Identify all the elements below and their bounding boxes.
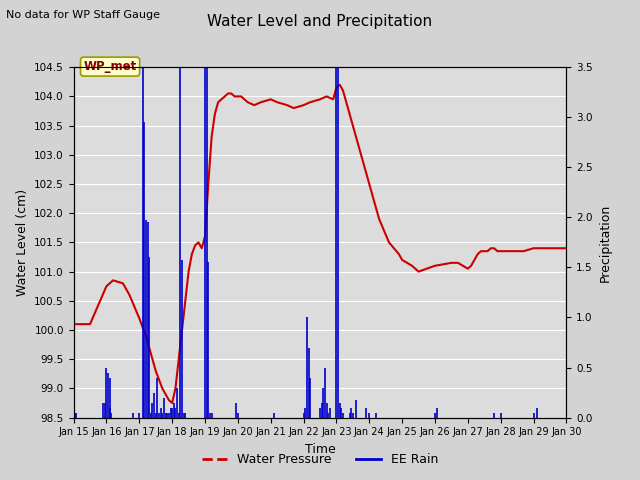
Text: Water Level and Precipitation: Water Level and Precipitation	[207, 14, 433, 29]
Text: WP_met: WP_met	[83, 60, 137, 73]
Text: No data for WP Staff Gauge: No data for WP Staff Gauge	[6, 10, 161, 20]
X-axis label: Time: Time	[305, 443, 335, 456]
Y-axis label: Precipitation: Precipitation	[598, 203, 611, 282]
Y-axis label: Water Level (cm): Water Level (cm)	[15, 189, 29, 296]
Legend: Water Pressure, EE Rain: Water Pressure, EE Rain	[196, 448, 444, 471]
